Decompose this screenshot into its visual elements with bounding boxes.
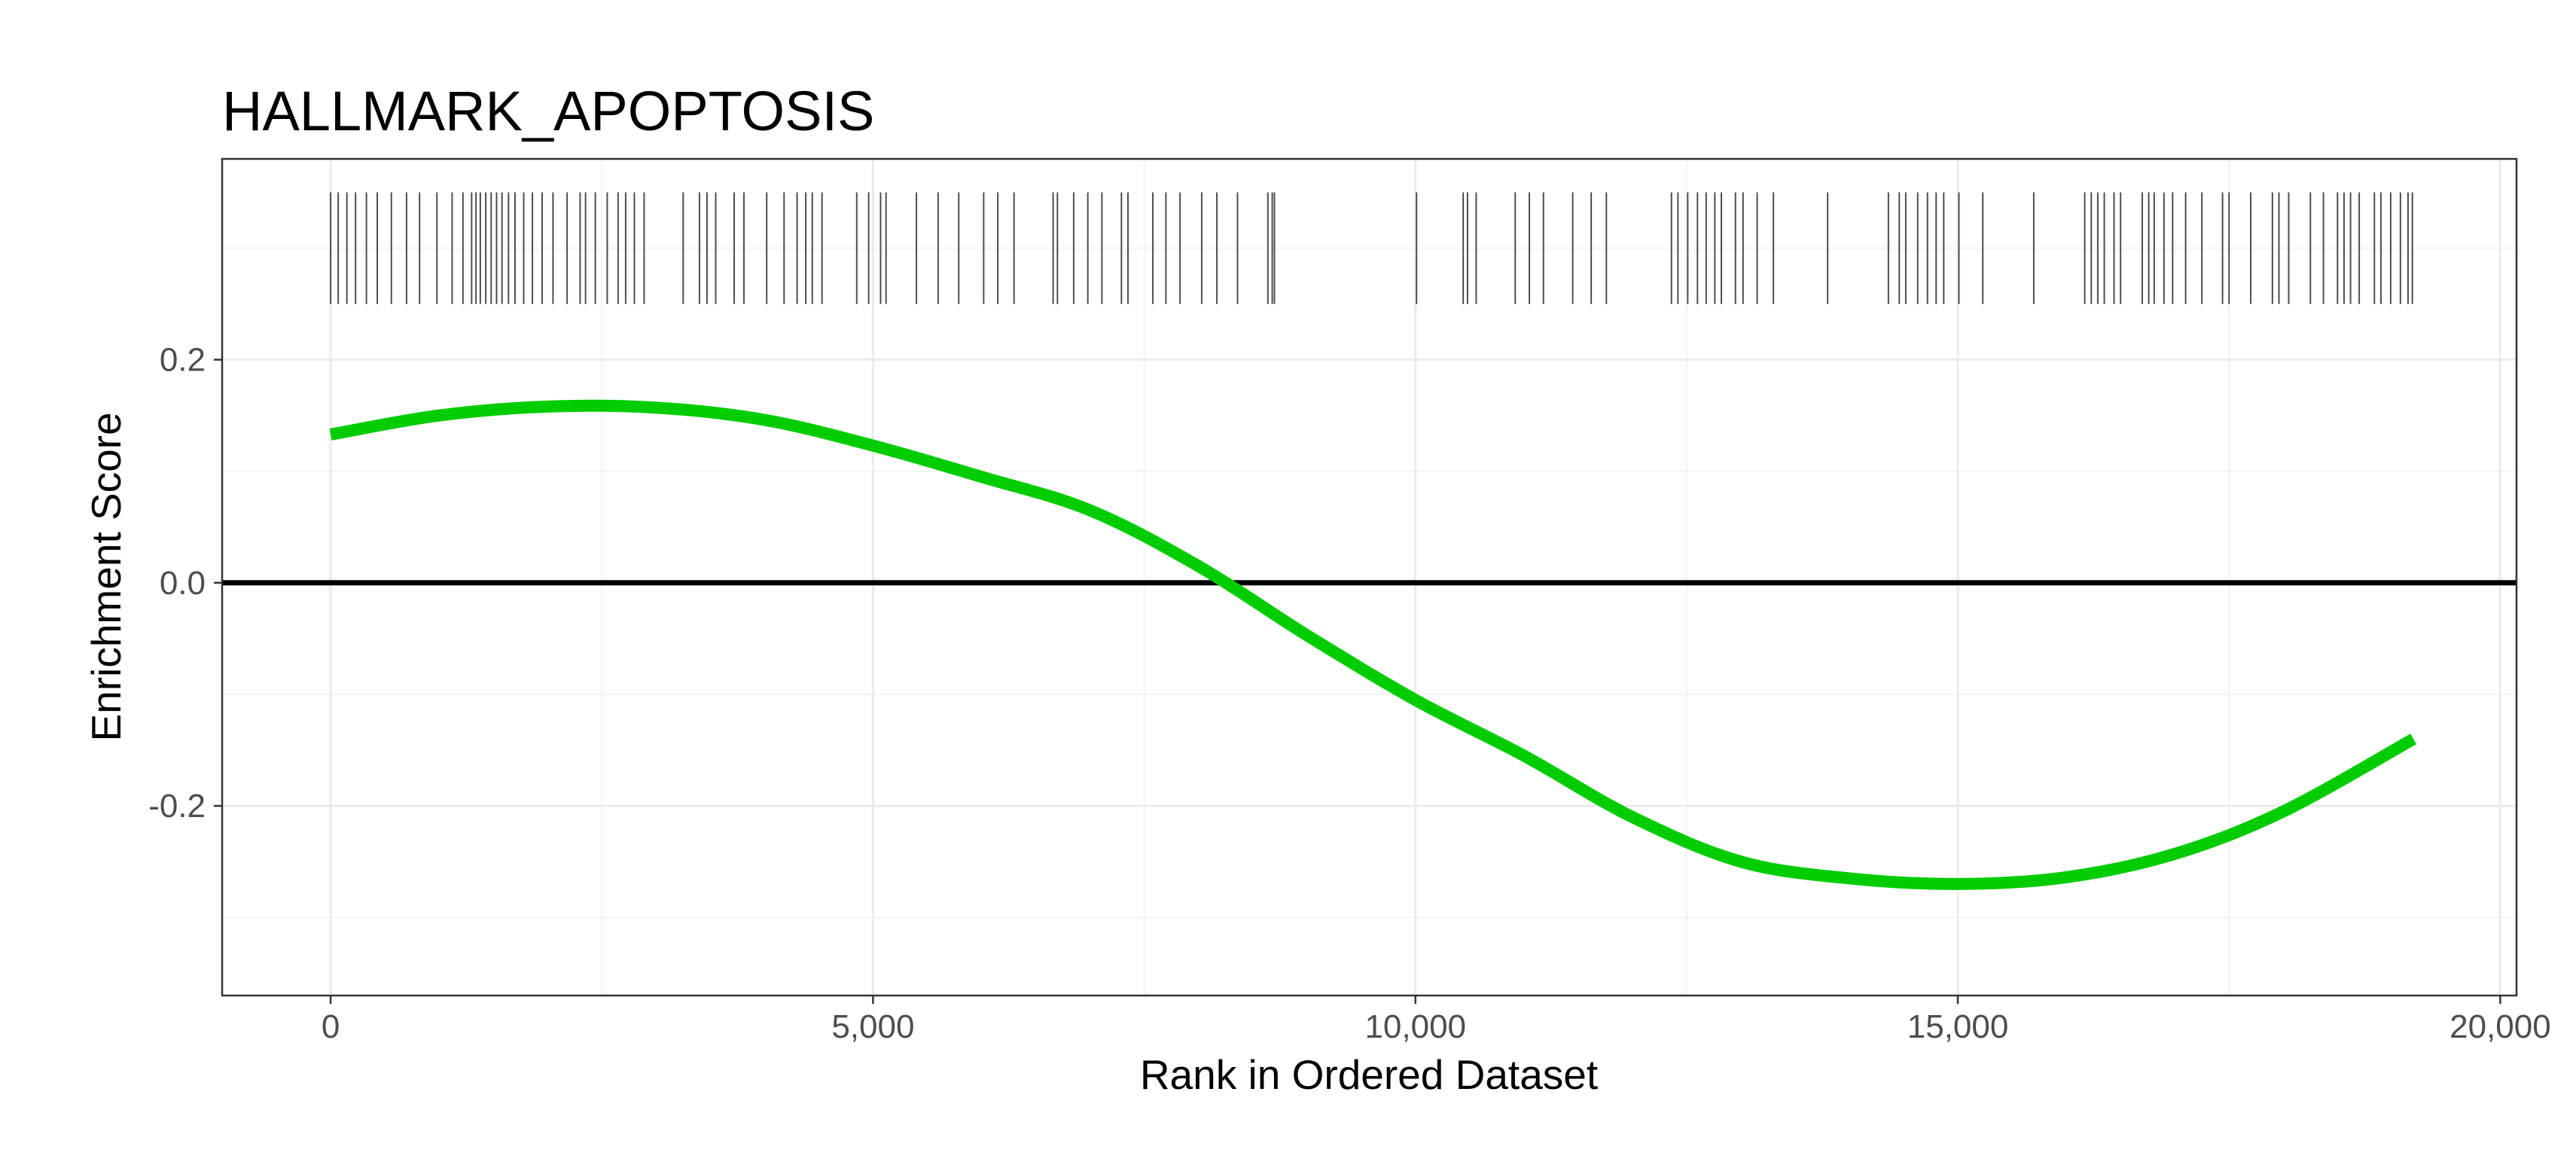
panel-border: [221, 157, 2518, 997]
y-axis-title: Enrichment Score: [83, 412, 130, 741]
plot-panel: [221, 157, 2518, 997]
x-tick-label: 15,000: [1907, 1008, 2009, 1045]
enrichment-score-curve: [329, 399, 2417, 890]
x-tick-label: 5,000: [831, 1008, 914, 1045]
x-axis: 0 5,000 10,000 15,000 20,000: [322, 996, 2551, 1045]
gene-hit-ticks: [330, 192, 2413, 304]
x-axis-title: Rank in Ordered Dataset: [1140, 1051, 1598, 1098]
panel-background: [222, 159, 2517, 996]
chart-title: HALLMARK_APOPTOSIS: [222, 80, 874, 142]
x-tick-label: 0: [322, 1008, 340, 1045]
x-tick-label: 10,000: [1364, 1008, 1466, 1045]
y-tick-label: 0.2: [160, 342, 206, 379]
y-tick-label: -0.2: [148, 788, 206, 825]
y-axis: -0.2 0.0 0.2: [148, 342, 222, 825]
y-tick-label: 0.0: [160, 565, 206, 602]
x-tick-label: 20,000: [2449, 1008, 2551, 1045]
